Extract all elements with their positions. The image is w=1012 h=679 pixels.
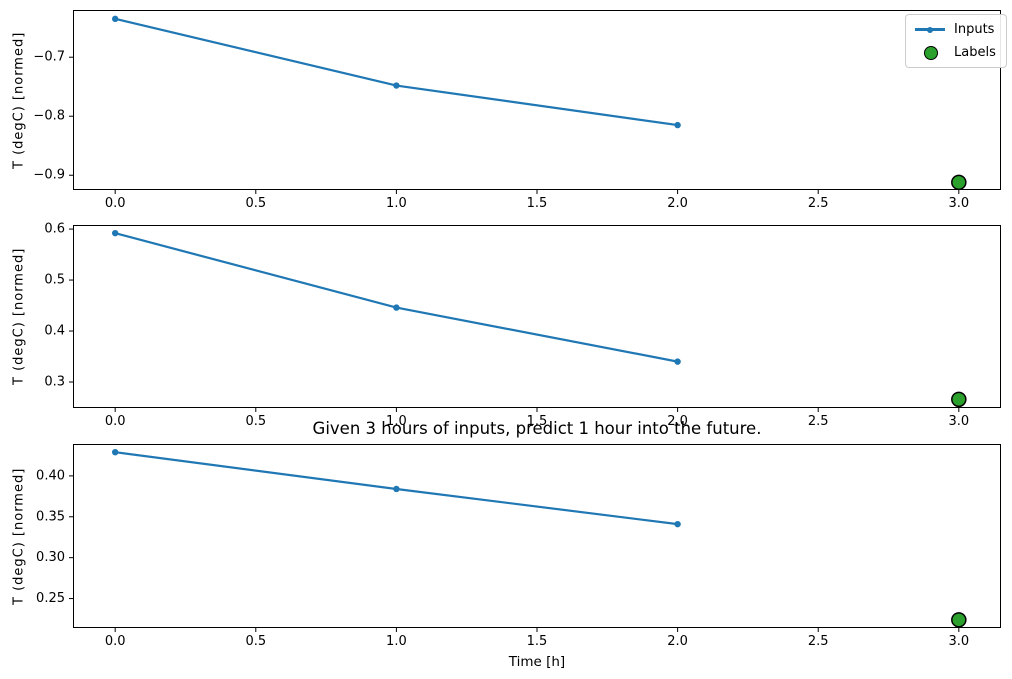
svg-text:1.5: 1.5 bbox=[527, 196, 548, 211]
svg-text:0.3: 0.3 bbox=[44, 375, 65, 390]
legend-item-labels: Labels bbox=[915, 45, 996, 60]
svg-text:1.5: 1.5 bbox=[527, 414, 548, 429]
subplot-2-plot-area: 0.0 0.5 1.0 1.5 2.0 2.5 3.0 0.6 0.5 0.4 0.3 bbox=[44, 222, 1001, 429]
svg-text:0.30: 0.30 bbox=[36, 550, 65, 565]
subplot-3-plot-area: 0.0 0.5 1.0 1.5 2.0 2.5 3.0 0.40 0.35 0.30 0.25 bbox=[36, 444, 1001, 649]
svg-text:−0.8: −0.8 bbox=[33, 109, 65, 124]
svg-text:1.5: 1.5 bbox=[527, 634, 548, 649]
svg-text:0.5: 0.5 bbox=[245, 196, 266, 211]
inputs-line-icon bbox=[915, 26, 945, 33]
svg-text:0.35: 0.35 bbox=[36, 509, 65, 524]
svg-text:0.40: 0.40 bbox=[36, 468, 65, 483]
svg-text:0.0: 0.0 bbox=[105, 196, 126, 211]
svg-text:2.0: 2.0 bbox=[667, 196, 688, 211]
svg-text:0.6: 0.6 bbox=[44, 222, 65, 237]
labels-circle-icon bbox=[924, 45, 938, 60]
svg-text:0.5: 0.5 bbox=[44, 273, 65, 288]
legend-item-inputs: Inputs bbox=[915, 22, 996, 37]
svg-text:0.0: 0.0 bbox=[105, 634, 126, 649]
svg-text:1.0: 1.0 bbox=[386, 414, 407, 429]
legend: Inputs Labels bbox=[905, 14, 1007, 68]
svg-text:2.0: 2.0 bbox=[667, 634, 688, 649]
x-axis-label: Time [h] bbox=[508, 654, 566, 670]
subplot-1-plot-area: 0.0 0.5 1.0 1.5 2.0 2.5 3.0 −0.7 −0.8 −0.9 bbox=[33, 10, 1001, 211]
svg-text:0.5: 0.5 bbox=[245, 414, 266, 429]
svg-text:0.25: 0.25 bbox=[36, 591, 65, 606]
svg-text:0.0: 0.0 bbox=[105, 414, 126, 429]
svg-text:2.5: 2.5 bbox=[808, 634, 829, 649]
svg-text:0.5: 0.5 bbox=[245, 634, 266, 649]
y-axis-label-subplot-1: T (degC) [normed] bbox=[11, 31, 27, 169]
inputs-dot-icon bbox=[927, 26, 933, 33]
y-axis-label-subplot-2: T (degC) [normed] bbox=[11, 247, 27, 386]
svg-text:1.0: 1.0 bbox=[386, 196, 407, 211]
svg-text:1.0: 1.0 bbox=[386, 634, 407, 649]
legend-label-labels: Labels bbox=[954, 45, 996, 60]
svg-text:2.0: 2.0 bbox=[667, 414, 688, 429]
svg-text:−0.9: −0.9 bbox=[33, 168, 65, 183]
svg-text:3.0: 3.0 bbox=[948, 414, 969, 429]
figure-title: Given 3 hours of inputs, predict 1 hour … bbox=[312, 419, 762, 438]
y-axis-label-subplot-3: T (degC) [normed] bbox=[11, 467, 27, 605]
svg-text:0.4: 0.4 bbox=[44, 324, 65, 339]
legend-label-inputs: Inputs bbox=[954, 22, 995, 37]
svg-text:3.0: 3.0 bbox=[948, 196, 969, 211]
svg-text:3.0: 3.0 bbox=[948, 634, 969, 649]
svg-text:2.5: 2.5 bbox=[808, 196, 829, 211]
svg-text:−0.7: −0.7 bbox=[33, 50, 65, 65]
svg-text:2.5: 2.5 bbox=[808, 414, 829, 429]
